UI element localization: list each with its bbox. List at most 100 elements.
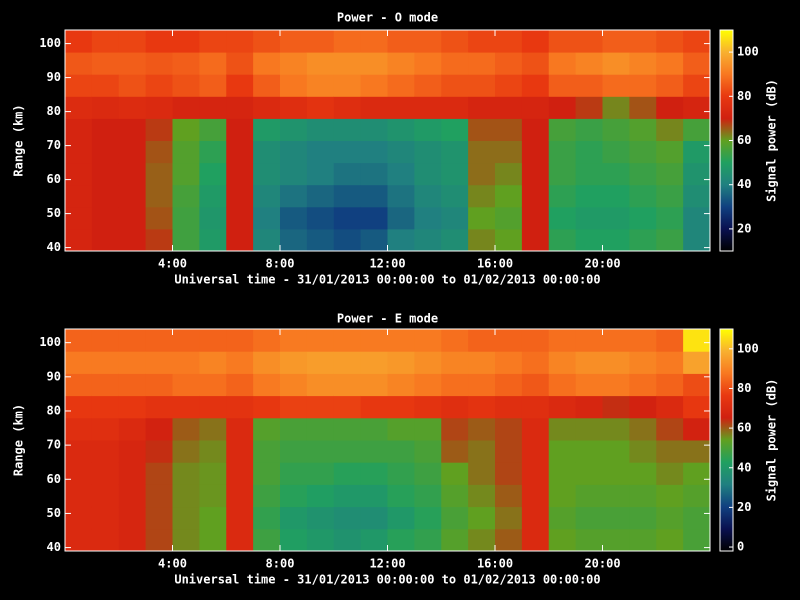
- heatmap-cell: [145, 74, 173, 97]
- heatmap-cell: [253, 528, 281, 552]
- heatmap-cell: [226, 30, 254, 53]
- heatmap-cell: [387, 484, 415, 508]
- heatmap-cell: [65, 118, 93, 141]
- heatmap-cell: [495, 140, 523, 164]
- heatmap-cell: [414, 417, 442, 441]
- heatmap-cell: [333, 395, 362, 419]
- heatmap-cell: [65, 440, 93, 463]
- heatmap-cell: [145, 484, 173, 508]
- heatmap-cell: [199, 52, 227, 75]
- heatmap-cell: [414, 30, 442, 53]
- colorbar-tick-label: 80: [737, 89, 751, 103]
- heatmap-cell: [253, 118, 281, 141]
- heatmap-cell: [495, 395, 523, 419]
- heatmap-cell: [306, 206, 335, 230]
- heatmap-cell: [65, 228, 93, 252]
- heatmap-cell: [548, 118, 577, 141]
- heatmap-cell: [495, 417, 523, 441]
- heatmap-cell: [656, 162, 684, 186]
- heatmap-cell: [602, 351, 630, 374]
- heatmap-cell: [575, 462, 603, 485]
- heatmap-cell: [575, 373, 603, 397]
- heatmap-cell: [414, 52, 442, 75]
- heatmap-cell: [495, 184, 523, 208]
- heatmap-cell: [199, 528, 227, 552]
- heatmap-cell: [495, 52, 523, 75]
- heatmap-cell: [629, 184, 657, 208]
- heatmap-cell: [253, 417, 281, 441]
- heatmap-cell: [521, 228, 550, 252]
- heatmap-cell: [521, 162, 550, 186]
- heatmap-cell: [226, 462, 254, 485]
- heatmap-cell: [199, 417, 227, 441]
- heatmap-cell: [629, 118, 657, 141]
- heatmap-cell: [548, 30, 577, 53]
- heatmap-cell: [468, 440, 496, 463]
- heatmap-cell: [602, 395, 630, 419]
- heatmap-cell: [441, 506, 469, 530]
- heatmap-cell: [468, 329, 496, 352]
- x-axis-label: Universal time - 31/01/2013 00:00:00 to …: [174, 573, 600, 587]
- heatmap-cell: [199, 395, 227, 419]
- heatmap-cell: [65, 329, 93, 352]
- heatmap-cell: [65, 395, 93, 419]
- heatmap-cell: [333, 373, 362, 397]
- heatmap-cell: [91, 184, 120, 208]
- colorbar-tick-label: 60: [737, 421, 751, 435]
- heatmap-cell: [333, 162, 362, 186]
- heatmap-cell: [441, 74, 469, 97]
- heatmap-cell: [172, 373, 200, 397]
- heatmap-cell: [306, 440, 335, 463]
- heatmap-cell: [656, 528, 684, 552]
- y-tick-label: 70: [47, 438, 61, 452]
- heatmap-cell: [387, 118, 415, 141]
- heatmap-cell: [441, 30, 469, 53]
- heatmap-cell: [521, 52, 550, 75]
- heatmap-cell: [118, 206, 147, 230]
- heatmap-cell: [656, 74, 684, 97]
- heatmap-cell: [441, 440, 469, 463]
- x-axis-label: Universal time - 31/01/2013 00:00:00 to …: [174, 273, 600, 287]
- heatmap-cell: [306, 417, 335, 441]
- heatmap-cell: [602, 162, 630, 186]
- heatmap-cell: [521, 206, 550, 230]
- heatmap-cell: [387, 206, 415, 230]
- heatmap-cell: [414, 440, 442, 463]
- heatmap-cell: [602, 30, 630, 53]
- heatmap-cell: [468, 206, 496, 230]
- heatmap-cell: [199, 484, 227, 508]
- heatmap-cell: [602, 118, 630, 141]
- heatmap-cell: [118, 373, 147, 397]
- heatmap-cell: [495, 206, 523, 230]
- y-tick-label: 90: [47, 70, 61, 84]
- heatmap-cell: [145, 52, 173, 75]
- heatmap-cell: [172, 74, 200, 97]
- heatmap-cell: [172, 184, 200, 208]
- heatmap-cell: [333, 351, 362, 374]
- heatmap-cell: [253, 351, 281, 374]
- heatmap-cell: [65, 184, 93, 208]
- heatmap-cell: [65, 206, 93, 230]
- heatmap-cell: [333, 329, 362, 352]
- colorbar-label: Signal power (dB): [765, 379, 779, 502]
- y-axis-label: Range (km): [12, 404, 26, 476]
- heatmap-cell: [333, 484, 362, 508]
- colorbar: [719, 328, 734, 552]
- heatmap-cell: [172, 484, 200, 508]
- heatmap-cell: [280, 74, 308, 97]
- heatmap-cell: [629, 395, 657, 419]
- heatmap-cell: [575, 484, 603, 508]
- heatmap-cell: [602, 228, 630, 252]
- heatmap-cell: [575, 162, 603, 186]
- heatmap-cell: [575, 30, 603, 53]
- heatmap-cell: [280, 484, 308, 508]
- heatmap-cell: [656, 373, 684, 397]
- heatmap-cell: [118, 484, 147, 508]
- heatmap-cell: [253, 140, 281, 164]
- heatmap-cell: [172, 140, 200, 164]
- heatmap-cell: [521, 351, 550, 374]
- y-tick-label: 80: [47, 403, 61, 417]
- heatmap-cell: [253, 96, 281, 119]
- heatmap-cell: [629, 162, 657, 186]
- heatmap-cell: [91, 228, 120, 252]
